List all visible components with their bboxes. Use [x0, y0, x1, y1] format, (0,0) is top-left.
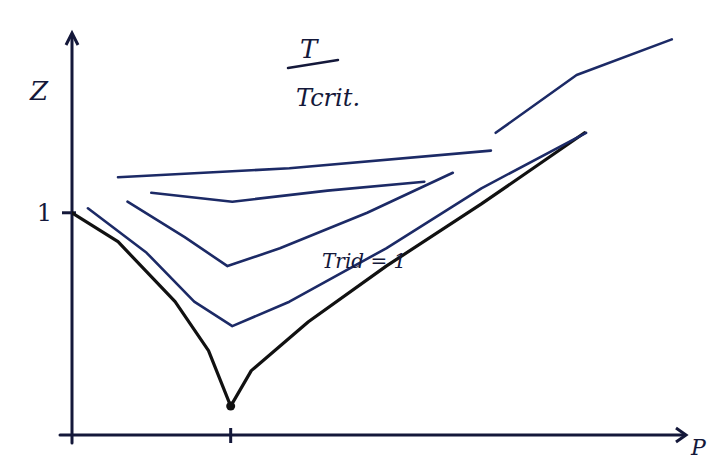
annotation: Trid = 1: [322, 249, 406, 273]
curves: [72, 39, 672, 410]
y-tick-label: 1: [37, 199, 52, 227]
x-axis: [60, 434, 683, 437]
curve: [88, 133, 586, 326]
curve: [151, 182, 424, 202]
annotation: Tcrit.: [296, 84, 360, 112]
curve: [496, 39, 672, 132]
x-axis-arrow: [676, 428, 686, 442]
x-tick: [229, 428, 232, 443]
fraction-bar: [288, 60, 338, 68]
curve: [118, 151, 491, 178]
chart: 1 Z P T Tcrit. Trid = 1: [0, 0, 715, 472]
y-axis-arrow: [66, 33, 78, 45]
y-axis: [71, 35, 74, 443]
x-axis-title: P: [690, 435, 707, 460]
y-axis-title: Z: [29, 76, 49, 106]
annotation: T: [300, 34, 319, 64]
critical-point: [226, 402, 235, 411]
